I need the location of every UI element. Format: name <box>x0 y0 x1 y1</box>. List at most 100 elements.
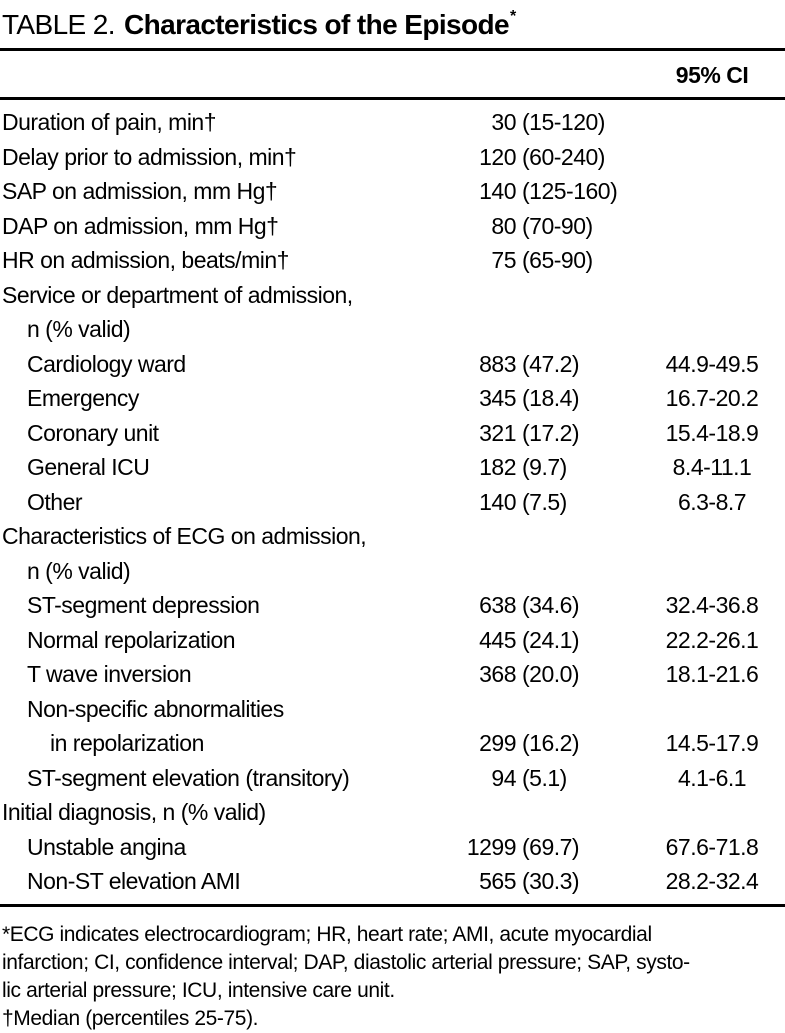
row-ci: 44.9-49.5 <box>665 350 759 377</box>
row-value-number: 299 <box>479 730 516 756</box>
row-value-number: 883 <box>479 350 516 377</box>
bottom-rule <box>0 903 785 907</box>
row-value-paren: (7.5) <box>522 488 567 515</box>
row-value-number: 75 <box>491 247 516 273</box>
row-label: Coronary unit <box>27 419 159 446</box>
table-row: ST-segment depression 638 (34.6) 32.4-36… <box>0 589 785 624</box>
row-value-number: 321 <box>479 419 516 446</box>
row-value-paren: (30.3) <box>522 868 580 894</box>
table-row: Non-specific abnormalities <box>0 693 785 728</box>
row-value-number: 1299 <box>466 833 517 860</box>
row-value-paren: (60-240) <box>522 143 605 170</box>
table-row: SAP on admission, mm Hg† 140 (125-160) <box>0 175 785 210</box>
row-ci: 4.1-6.1 <box>677 764 747 791</box>
row-ci: 15.4-18.9 <box>665 419 759 446</box>
row-label: Characteristics of ECG on admission, <box>2 523 367 549</box>
row-label: Unstable angina <box>27 833 186 860</box>
row-value-paren: (125-160) <box>522 178 618 204</box>
row-label: Duration of pain, min† <box>2 109 217 135</box>
table-row: Initial diagnosis, n (% valid) <box>0 796 785 831</box>
row-ci: 28.2-32.4 <box>665 868 759 894</box>
table-row: General ICU 182 (9.7) 8.4-11.1 <box>0 451 785 486</box>
table-row: ST-segment elevation (transitory) 94 (5.… <box>0 762 785 797</box>
row-value-paren: (17.2) <box>522 419 580 446</box>
footnote-line: lic arterial pressure; ICU, intensive ca… <box>2 978 395 1002</box>
row-ci: 14.5-17.9 <box>665 730 759 756</box>
row-label: Cardiology ward <box>27 350 186 377</box>
row-value-paren: (70-90) <box>522 212 593 239</box>
row-label: SAP on admission, mm Hg† <box>2 178 278 204</box>
footnotes: *ECG indicates electrocardiogram; HR, he… <box>0 907 785 1033</box>
row-ci: 6.3-8.7 <box>677 488 747 515</box>
row-value-number: 140 <box>479 488 516 515</box>
row-value-paren: (69.7) <box>522 833 580 860</box>
row-label: ST-segment elevation (transitory) <box>27 764 350 791</box>
row-label: Emergency <box>27 385 139 411</box>
table-row: n (% valid) <box>0 313 785 348</box>
row-value-number: 345 <box>479 385 516 411</box>
row-value-paren: (16.2) <box>522 730 580 756</box>
row-label: Service or department of admission, <box>2 281 353 308</box>
table-title: TABLE 2. Characteristics of the Episode* <box>0 0 785 48</box>
table-row: in repolarization 299 (16.2) 14.5-17.9 <box>0 727 785 762</box>
row-ci: 22.2-26.1 <box>665 626 759 653</box>
row-value-number: 565 <box>479 868 516 894</box>
table-row: n (% valid) <box>0 555 785 590</box>
row-value-paren: (18.4) <box>522 385 580 411</box>
row-ci: 16.7-20.2 <box>665 385 759 411</box>
row-label: DAP on admission, mm Hg† <box>2 212 279 239</box>
ci-column-header: 95% CI <box>675 62 749 88</box>
row-ci: 8.4-11.1 <box>672 454 752 480</box>
footnote-line: infarction; CI, confidence interval; DAP… <box>2 950 690 974</box>
top-rule <box>0 48 785 51</box>
row-value-paren: (47.2) <box>522 350 580 377</box>
row-value-paren: (24.1) <box>522 626 580 653</box>
table-row: Characteristics of ECG on admission, <box>0 520 785 555</box>
row-ci: 67.6-71.8 <box>665 833 759 860</box>
table-row: Normal repolarization 445 (24.1) 22.2-26… <box>0 624 785 659</box>
row-value-number: 80 <box>491 212 516 239</box>
row-label: Non-specific abnormalities <box>27 695 284 722</box>
title-footnote-marker: * <box>509 7 516 25</box>
footnote-line: †Median (percentiles 25-75). <box>2 1006 259 1030</box>
row-value-number: 120 <box>479 143 516 170</box>
row-label: T wave inversion <box>27 661 192 687</box>
table-row: HR on admission, beats/min† 75 (65-90) <box>0 244 785 279</box>
row-label: Initial diagnosis, n (% valid) <box>2 799 266 825</box>
row-label: n (% valid) <box>27 557 131 584</box>
table-title-text: Characteristics of the Episode <box>123 9 510 40</box>
row-value-paren: (34.6) <box>522 592 580 618</box>
table-row: Emergency 345 (18.4) 16.7-20.2 <box>0 382 785 417</box>
row-label: General ICU <box>27 454 150 480</box>
row-value-number: 140 <box>479 178 516 204</box>
row-value-paren: (5.1) <box>522 764 567 791</box>
row-value-number: 182 <box>479 454 516 480</box>
row-value-paren: (15-120) <box>522 109 605 135</box>
row-label: HR on admission, beats/min† <box>2 247 289 273</box>
row-value-number: 30 <box>491 109 516 135</box>
table-row: DAP on admission, mm Hg† 80 (70-90) <box>0 210 785 245</box>
table-row: Coronary unit 321 (17.2) 15.4-18.9 <box>0 417 785 452</box>
row-label: Delay prior to admission, min† <box>2 143 297 170</box>
column-header-row: 95% CI <box>0 51 785 97</box>
row-label: in repolarization <box>50 730 204 756</box>
table-row: Service or department of admission, <box>0 279 785 314</box>
row-label: Normal repolarization <box>27 626 236 653</box>
row-value-paren: (9.7) <box>522 454 567 480</box>
table-row: Other 140 (7.5) 6.3-8.7 <box>0 486 785 521</box>
header-rule <box>0 97 785 100</box>
row-value-paren: (20.0) <box>522 661 580 687</box>
footnote-line: *ECG indicates electrocardiogram; HR, he… <box>2 922 652 946</box>
row-label: ST-segment depression <box>27 592 260 618</box>
table-number-label: TABLE 2. <box>2 9 116 40</box>
row-label: Other <box>27 488 83 515</box>
row-ci: 18.1-21.6 <box>665 661 759 687</box>
table-row: Cardiology ward 883 (47.2) 44.9-49.5 <box>0 348 785 383</box>
table-row: Delay prior to admission, min† 120 (60-2… <box>0 141 785 176</box>
row-value-paren: (65-90) <box>522 247 593 273</box>
table-row: Duration of pain, min† 30 (15-120) <box>0 106 785 141</box>
row-ci: 32.4-36.8 <box>665 592 759 618</box>
row-value-number: 638 <box>479 592 516 618</box>
row-label: n (% valid) <box>27 316 131 342</box>
